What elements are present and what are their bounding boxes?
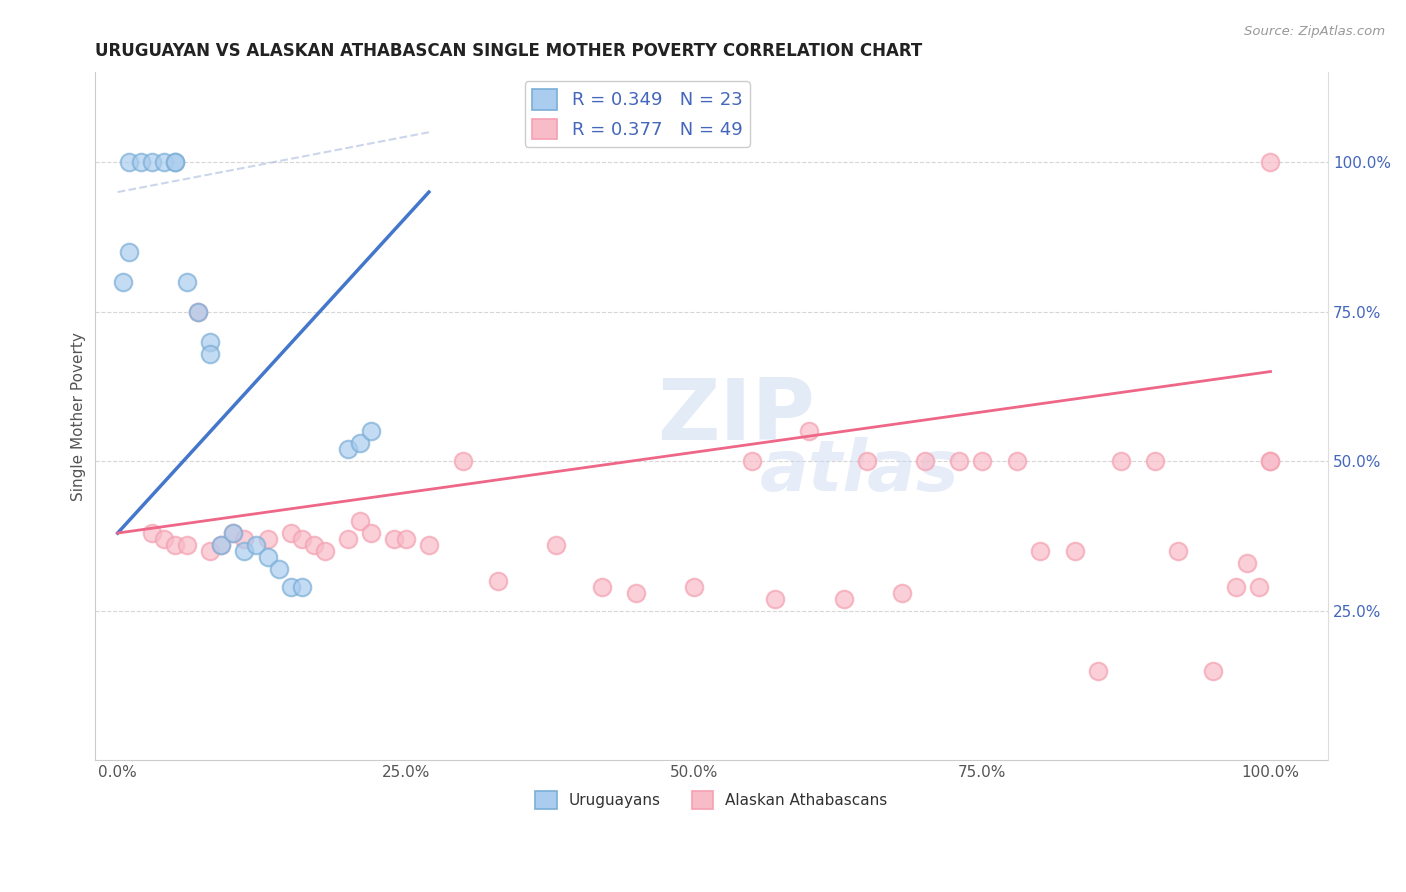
Point (198, 544, 221, 558)
Legend: Uruguayans, Alaskan Athabascans: Uruguayans, Alaskan Athabascans (529, 785, 893, 814)
Point (1225, 580, 1247, 594)
Point (141, 526, 163, 541)
Point (1260, 454, 1282, 468)
Point (337, 442, 360, 457)
Text: URUGUAYAN VS ALASKAN ATHABASCAN SINGLE MOTHER POVERTY CORRELATION CHART: URUGUAYAN VS ALASKAN ATHABASCAN SINGLE M… (94, 42, 922, 60)
Point (198, 334, 221, 349)
Point (1202, 664, 1225, 678)
Point (349, 514, 371, 528)
Point (544, 538, 567, 552)
Point (1167, 544, 1189, 558)
Point (165, 155, 187, 169)
Point (1109, 454, 1132, 468)
Point (763, 591, 786, 606)
Point (337, 532, 360, 546)
Point (198, 346, 221, 360)
Point (382, 532, 405, 546)
Point (129, 155, 152, 169)
Point (176, 275, 198, 289)
Point (1236, 556, 1258, 570)
Point (112, 275, 135, 289)
Point (152, 155, 174, 169)
Point (209, 538, 232, 552)
Point (395, 532, 418, 546)
Point (948, 454, 970, 468)
Point (1144, 454, 1167, 468)
Point (256, 532, 278, 546)
Point (683, 580, 706, 594)
Point (187, 304, 209, 318)
Point (890, 586, 912, 600)
Point (1260, 454, 1282, 468)
Point (280, 580, 302, 594)
Point (591, 580, 613, 594)
Point (1063, 544, 1085, 558)
Point (741, 454, 763, 468)
Point (314, 544, 336, 558)
Point (302, 538, 325, 552)
Point (626, 586, 648, 600)
Point (222, 526, 245, 541)
Point (280, 526, 302, 541)
Point (165, 538, 187, 552)
Point (799, 425, 821, 439)
Point (118, 244, 141, 259)
Point (1260, 155, 1282, 169)
Point (187, 304, 209, 318)
Point (972, 454, 994, 468)
Point (856, 454, 879, 468)
Point (165, 155, 187, 169)
Point (1087, 664, 1109, 678)
Point (209, 538, 232, 552)
Point (349, 436, 371, 450)
Point (256, 549, 278, 564)
Point (291, 532, 314, 546)
Text: ZIP: ZIP (657, 375, 815, 458)
Y-axis label: Single Mother Poverty: Single Mother Poverty (72, 332, 86, 500)
Text: Source: ZipAtlas.com: Source: ZipAtlas.com (1244, 25, 1385, 38)
Point (832, 591, 855, 606)
Point (245, 538, 267, 552)
Point (1029, 544, 1052, 558)
Text: atlas: atlas (759, 437, 959, 506)
Point (233, 532, 256, 546)
Point (453, 454, 475, 468)
Point (360, 425, 382, 439)
Point (176, 538, 198, 552)
Point (233, 544, 256, 558)
Point (360, 526, 382, 541)
Point (486, 574, 509, 588)
Point (914, 454, 936, 468)
Point (222, 526, 245, 541)
Point (267, 562, 290, 576)
Point (1247, 580, 1270, 594)
Point (1005, 454, 1028, 468)
Point (141, 155, 163, 169)
Point (291, 580, 314, 594)
Point (418, 538, 440, 552)
Point (152, 532, 174, 546)
Point (118, 155, 141, 169)
